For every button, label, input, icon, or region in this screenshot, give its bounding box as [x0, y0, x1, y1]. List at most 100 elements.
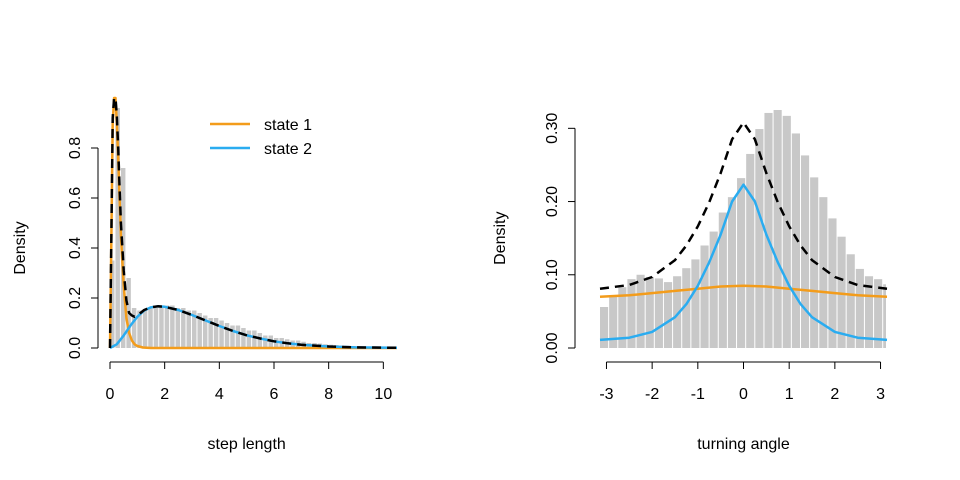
turning-angle-bar [846, 254, 855, 348]
turning-angle-bar [618, 287, 627, 348]
turning-angle-bar [864, 276, 874, 348]
turning-angle-bar [737, 178, 746, 348]
turning-angle-x-axis: -3 -2 -1 0 1 2 3 [599, 361, 885, 403]
step-length-bar [164, 305, 170, 348]
turning-angle-bar [636, 274, 645, 348]
step-length-bar [115, 108, 120, 348]
turning-angle-y-axis: 0.00 0.10 0.20 0.30 [544, 113, 576, 364]
turning-angle-bar [627, 279, 636, 348]
step-length-bar [159, 305, 164, 348]
legend: state 1 state 2 [210, 117, 312, 158]
legend-label-state-2: state 2 [264, 141, 312, 158]
turning-angle-y-label: Density [492, 211, 509, 264]
turning-angle-bar [764, 112, 773, 348]
step-length-bar [213, 318, 219, 348]
step-length-y-axis: 0.0 0.2 0.4 0.6 0.8 [67, 137, 99, 359]
turning-angle-x-tick-label: 0 [739, 386, 748, 403]
turning-angle-bar [718, 212, 727, 348]
step-length-bar [202, 315, 208, 348]
turning-angle-bar [819, 197, 828, 348]
step-length-bar [175, 308, 181, 348]
turning-angle-panel: 0.00 0.10 0.20 0.30 -3 -2 -1 0 1 2 3 turning angl… [492, 110, 888, 453]
turning-angle-total-curve [599, 121, 888, 290]
step-length-bar [263, 335, 268, 348]
step-length-x-axis: 0 2 4 6 8 10 [106, 361, 392, 403]
turning-angle-bar [837, 236, 846, 348]
step-length-x-tick-label: 8 [324, 386, 333, 403]
step-length-bar [197, 313, 202, 348]
turning-angle-bar [609, 296, 618, 348]
turning-angle-bar [663, 282, 673, 348]
step-length-bar [235, 325, 241, 348]
step-length-bar [131, 308, 137, 348]
turning-angle-x-tick-label: 2 [830, 386, 839, 403]
step-length-histogram [110, 108, 396, 348]
turning-angle-bar [782, 115, 791, 348]
step-length-total-curve [108, 96, 398, 350]
step-length-panel: 0.0 0.2 0.4 0.6 0.8 0 2 4 6 8 10 step length Dens… [12, 96, 398, 453]
turning-angle-x-tick-label: 1 [785, 386, 794, 403]
step-length-bar [142, 310, 148, 348]
step-length-density-curves [108, 96, 398, 350]
step-length-bar [110, 260, 115, 348]
turning-angle-density-curves [599, 121, 888, 342]
step-length-bar [137, 310, 142, 348]
step-length-bar [257, 333, 263, 348]
turning-angle-y-tick-label: 0.20 [544, 186, 561, 217]
turning-angle-bar [727, 197, 737, 348]
step-length-x-tick-label: 10 [374, 386, 392, 403]
turning-angle-bar [746, 153, 755, 348]
turning-angle-bar [645, 276, 654, 348]
turning-angle-bar [673, 276, 682, 348]
step-length-x-tick-label: 0 [106, 386, 115, 403]
turning-angle-bar [883, 284, 886, 348]
step-length-y-tick-label: 0.2 [67, 287, 84, 309]
turning-angle-histogram [600, 110, 886, 348]
step-length-bar [208, 318, 213, 348]
legend-label-state-1: state 1 [264, 117, 312, 134]
step-length-bar [170, 305, 175, 348]
turning-angle-bar [791, 133, 800, 348]
turning-angle-x-tick-label: -3 [599, 386, 613, 403]
step-length-x-tick-label: 6 [270, 386, 279, 403]
turning-angle-y-tick-label: 0.00 [544, 332, 561, 363]
step-length-y-tick-label: 0.8 [67, 137, 84, 159]
turning-angle-bar [773, 110, 782, 348]
turning-angle-y-tick-label: 0.10 [544, 259, 561, 290]
turning-angle-state-2-curve [599, 183, 888, 342]
step-length-bar [230, 325, 235, 348]
turning-angle-bar [855, 268, 864, 348]
step-length-bar [181, 308, 186, 348]
turning-angle-bar [709, 231, 718, 348]
step-length-y-label: Density [12, 221, 29, 274]
step-length-bar [252, 330, 257, 348]
step-length-bar [219, 320, 224, 348]
step-length-y-tick-label: 0.4 [67, 237, 84, 259]
turning-angle-bar [654, 278, 663, 348]
step-length-x-label: step length [208, 436, 286, 453]
step-length-bar [241, 328, 246, 348]
turning-angle-x-label: turning angle [697, 436, 790, 453]
step-length-y-tick-label: 0.0 [67, 337, 84, 359]
turning-angle-bar [828, 218, 837, 348]
step-length-x-tick-label: 4 [215, 386, 224, 403]
turning-angle-x-tick-label: -2 [645, 386, 659, 403]
turning-angle-bar [691, 259, 700, 348]
step-length-bar [224, 323, 230, 348]
turning-angle-bar [682, 268, 691, 348]
turning-angle-state-1-curve [599, 284, 888, 298]
turning-angle-bar [874, 279, 883, 348]
step-length-x-tick-label: 2 [160, 386, 169, 403]
step-length-bar [192, 310, 197, 348]
step-length-bar [148, 308, 153, 348]
step-length-bar [186, 310, 191, 348]
turning-angle-x-tick-label: 3 [876, 386, 885, 403]
turning-angle-y-tick-label: 0.30 [544, 113, 561, 144]
step-length-y-tick-label: 0.6 [67, 187, 84, 209]
turning-angle-bar [755, 129, 764, 348]
step-length-bar [153, 308, 159, 348]
step-length-state-1-curve [108, 96, 397, 350]
step-length-bar [246, 330, 252, 348]
turning-angle-x-tick-label: -1 [691, 386, 705, 403]
